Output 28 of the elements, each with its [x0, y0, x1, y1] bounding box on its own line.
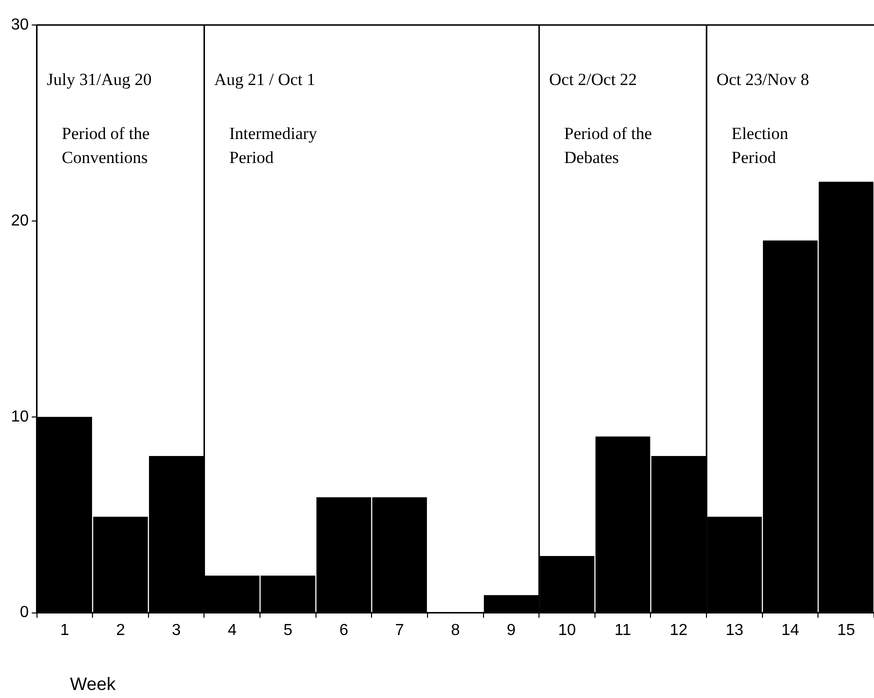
- x-tick-label: 8: [450, 622, 460, 639]
- x-tick-label: 5: [284, 622, 293, 639]
- annotation: Election Period: [732, 124, 789, 167]
- ref-line-label: July 31/Aug 20: [46, 70, 152, 89]
- x-tick-label: 12: [670, 622, 688, 639]
- x-tick-label: 13: [726, 622, 744, 639]
- annotation: Intermediary Period: [229, 124, 318, 167]
- x-axis-title: Week: [70, 674, 117, 694]
- x-tick-label: 4: [228, 622, 237, 639]
- x-tick-label: 7: [395, 622, 404, 639]
- annotation: Period of the Debates: [564, 124, 652, 167]
- x-tick-label: 10: [558, 622, 576, 639]
- y-tick-label: 20: [11, 212, 29, 230]
- x-tick-label: 6: [339, 622, 348, 639]
- ref-line-label: Oct 2/Oct 22: [549, 70, 637, 89]
- x-tick-label: 11: [614, 622, 632, 639]
- x-tick-label: 9: [506, 622, 516, 639]
- y-tick-label: 10: [11, 408, 29, 426]
- y-tick-label: 30: [11, 16, 29, 34]
- annotation: Period of the Conventions: [62, 124, 150, 167]
- x-tick-label: 1: [60, 622, 70, 639]
- y-tick-label: 0: [20, 604, 29, 622]
- x-tick-label: 14: [781, 622, 800, 639]
- x-tick-label: 3: [172, 622, 181, 639]
- ref-line-label: Oct 23/Nov 8: [716, 70, 810, 89]
- x-tick-label: 2: [116, 622, 126, 639]
- ref-line-label: Aug 21 / Oct 1: [214, 70, 316, 89]
- x-tick-label: 15: [837, 622, 856, 639]
